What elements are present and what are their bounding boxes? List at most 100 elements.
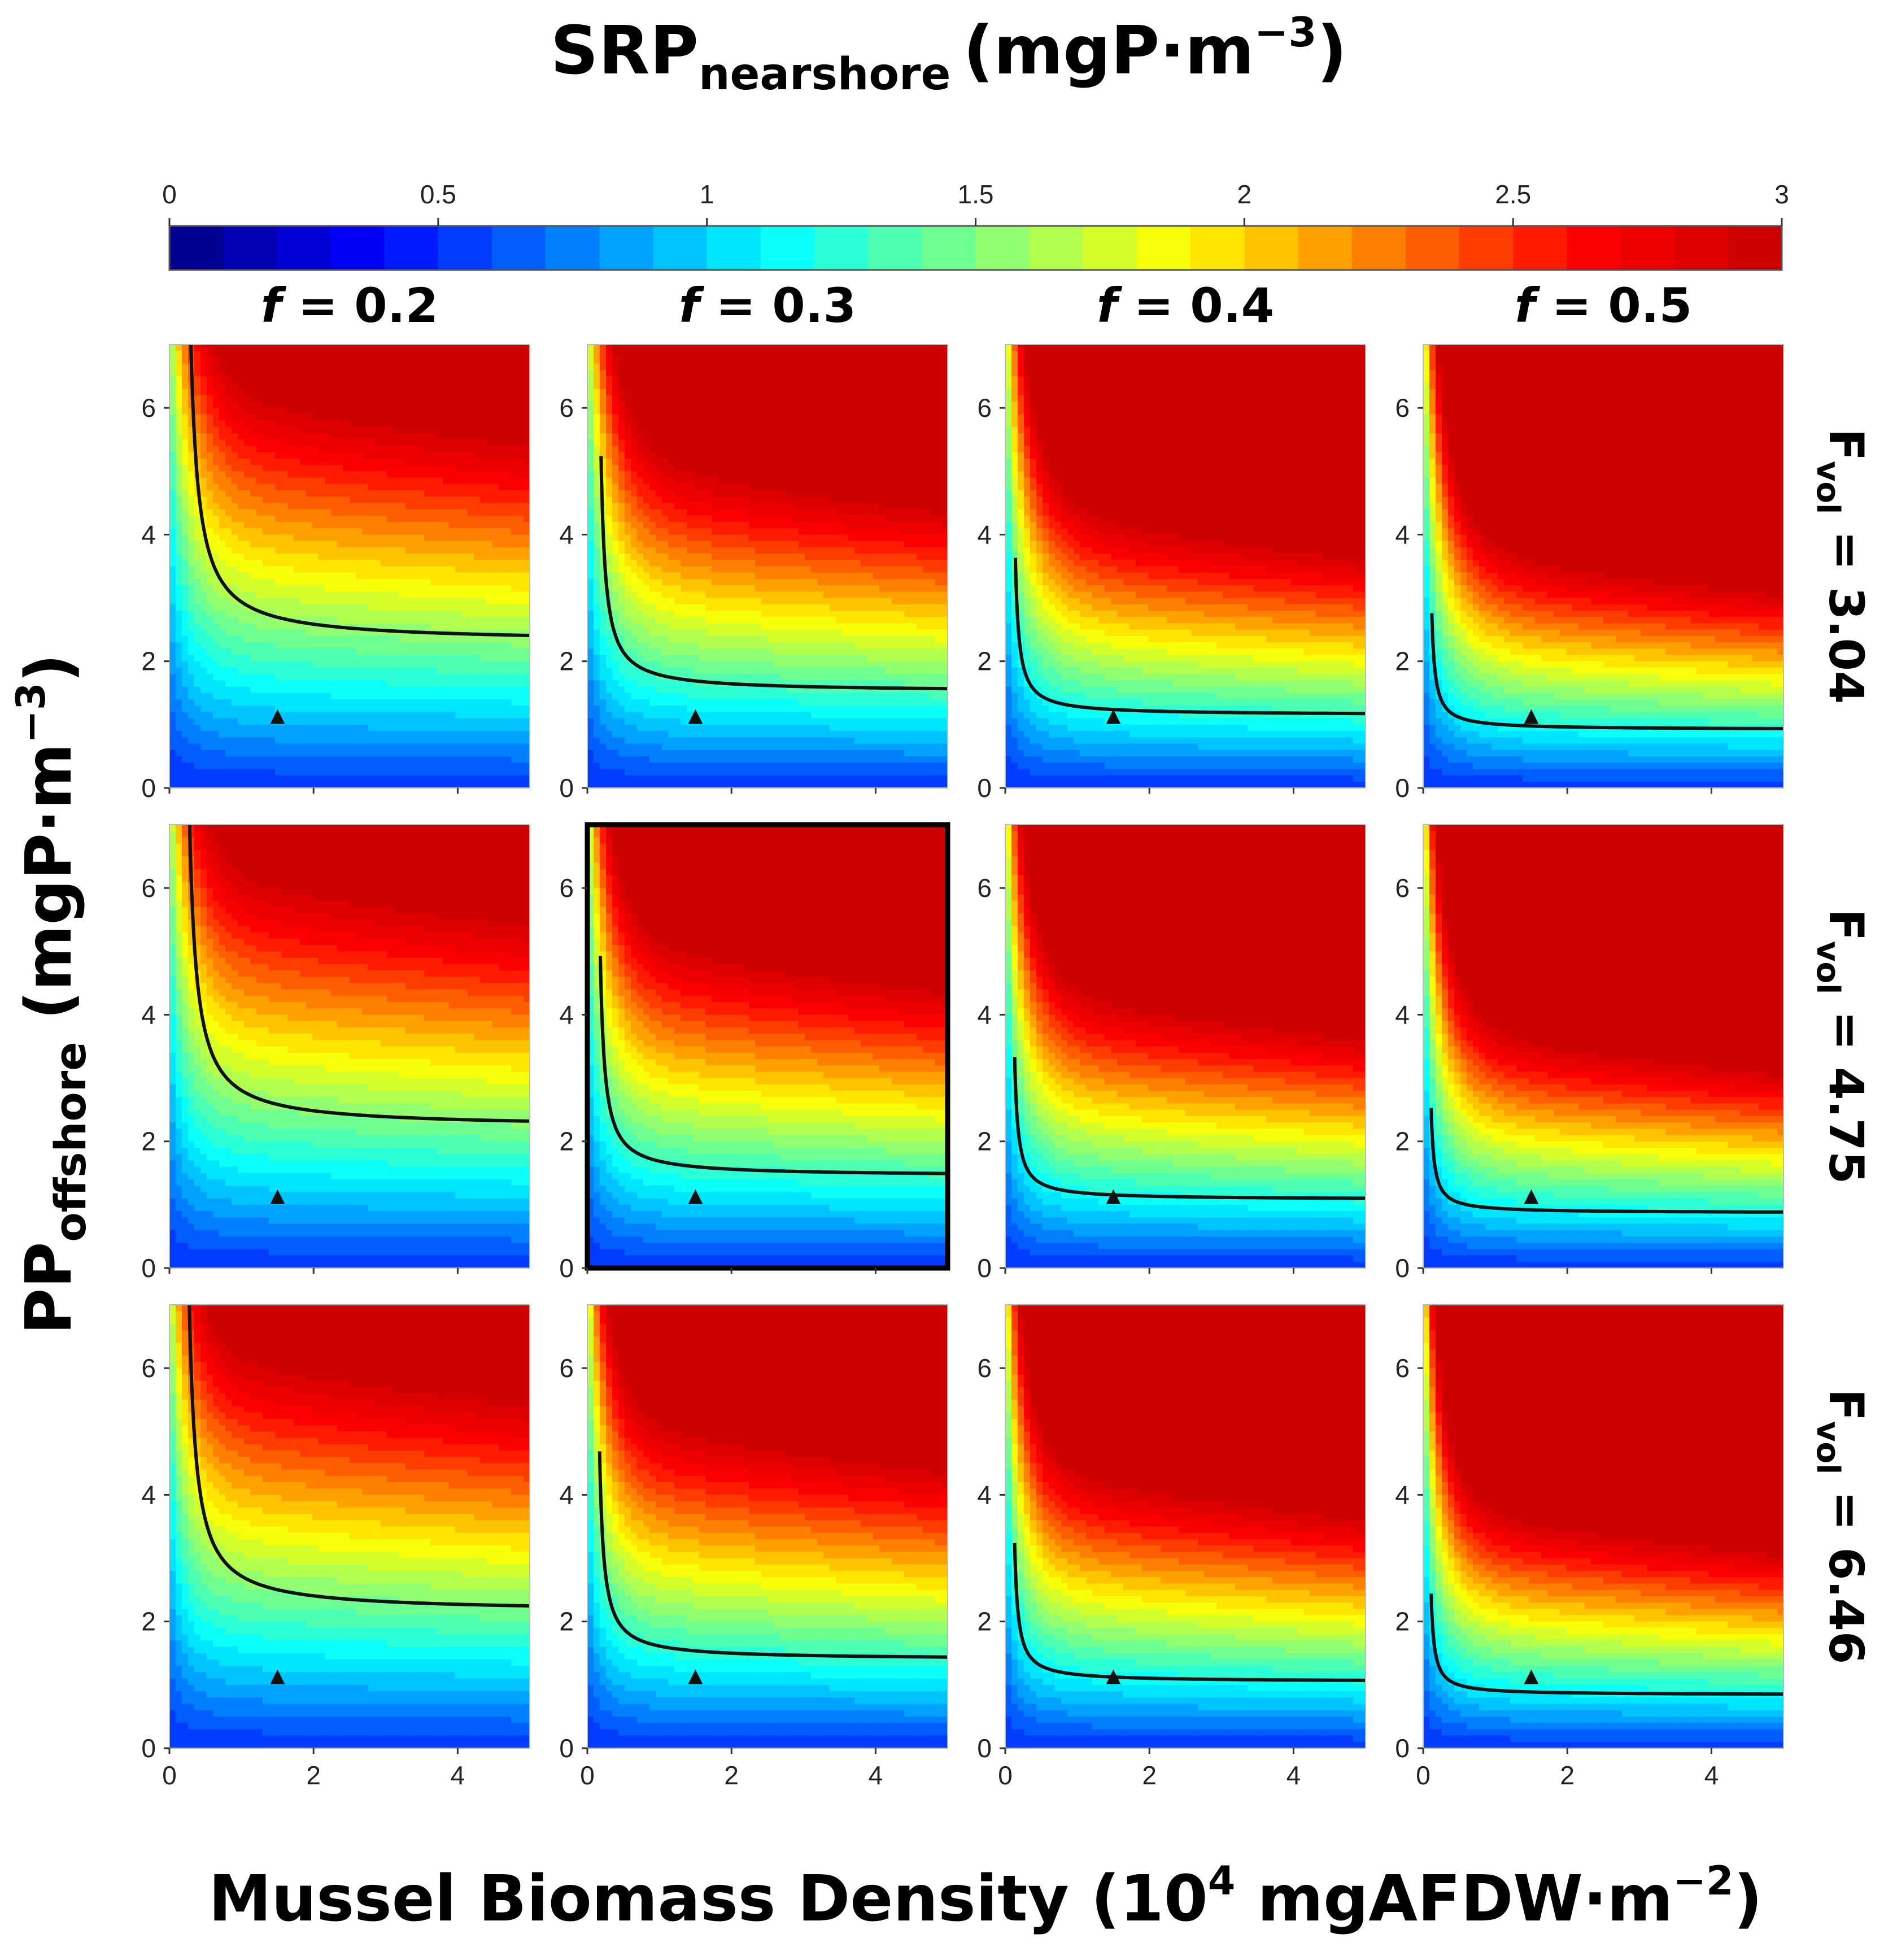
heatmap-cell <box>250 477 257 485</box>
heatmap-cell <box>674 414 681 421</box>
heatmap-cell <box>263 471 269 478</box>
heatmap-cell <box>474 515 481 522</box>
heatmap-cell <box>681 426 687 434</box>
heatmap-cell <box>350 635 356 643</box>
heatmap-cell <box>749 376 756 384</box>
heatmap-cell <box>468 484 474 491</box>
heatmap-cell <box>256 775 263 782</box>
heatmap-cell <box>437 503 443 510</box>
heatmap-cell <box>256 699 263 707</box>
heatmap-cell <box>368 433 375 441</box>
heatmap-cell <box>643 420 650 428</box>
heatmap-cell <box>511 351 518 358</box>
heatmap-cell <box>474 560 481 567</box>
heatmap-cell <box>637 351 644 358</box>
heatmap-cell <box>368 635 375 643</box>
heatmap-cell <box>263 686 269 694</box>
heatmap-cell <box>430 534 437 542</box>
heatmap-cell <box>250 578 257 586</box>
heatmap-cell <box>182 433 189 441</box>
heatmap-cell <box>786 420 793 428</box>
heatmap-cell <box>892 357 899 364</box>
heatmap-cell <box>263 496 269 504</box>
heatmap-cell <box>499 585 505 593</box>
heatmap-cell <box>275 351 282 358</box>
heatmap-cell <box>350 465 356 472</box>
heatmap-cell <box>194 611 201 618</box>
heatmap-cell <box>337 686 344 694</box>
heatmap-cell <box>200 598 207 605</box>
heatmap-cell <box>219 718 226 725</box>
heatmap-cell <box>712 363 718 371</box>
heatmap-cell <box>474 401 481 408</box>
heatmap-cell <box>381 572 387 580</box>
heatmap-cell <box>480 471 487 478</box>
heatmap-cell <box>287 471 294 478</box>
heatmap-cell <box>511 604 518 611</box>
heatmap-cell <box>474 585 481 593</box>
heatmap-cell <box>256 363 263 371</box>
heatmap-cell <box>176 692 182 700</box>
heatmap-cell <box>232 763 238 770</box>
heatmap-cell <box>511 572 518 580</box>
heatmap-cell <box>474 351 481 358</box>
heatmap-cell <box>368 496 375 504</box>
heatmap-cell <box>774 376 780 384</box>
heatmap-cell <box>499 528 505 535</box>
heatmap-cell <box>368 560 375 567</box>
heatmap-cell <box>455 414 462 421</box>
heatmap-cell <box>225 369 232 377</box>
heatmap-cell <box>424 775 431 782</box>
heatmap-cell <box>300 731 307 738</box>
heatmap-cell <box>232 617 238 624</box>
heatmap-cell <box>387 781 394 788</box>
heatmap-cell <box>232 680 238 687</box>
heatmap-cell <box>681 345 687 352</box>
heatmap-cell <box>412 756 418 763</box>
heatmap-cell <box>811 357 818 364</box>
heatmap-cell <box>418 547 425 554</box>
heatmap-cell <box>281 699 288 707</box>
heatmap-cell <box>337 750 344 757</box>
heatmap-cell <box>374 408 381 415</box>
heatmap-cell <box>207 477 213 485</box>
heatmap-cell <box>169 414 176 421</box>
heatmap-cell <box>492 585 499 593</box>
heatmap-cell <box>213 408 220 415</box>
heatmap-cell <box>786 414 793 421</box>
heatmap-cell <box>424 465 431 472</box>
heatmap-cell <box>393 395 400 402</box>
heatmap-cell <box>455 439 462 447</box>
heatmap-cell <box>412 585 418 593</box>
heatmap-cell <box>200 611 207 618</box>
heatmap-cell <box>287 345 294 352</box>
heatmap-cell <box>256 357 263 364</box>
heatmap-cell <box>238 737 245 744</box>
heatmap-cell <box>287 572 294 580</box>
heatmap-cell <box>244 458 251 465</box>
heatmap-cell <box>505 426 512 434</box>
heatmap-cell <box>517 382 524 390</box>
heatmap-cell <box>879 408 886 415</box>
heatmap-cell <box>232 490 238 497</box>
heatmap-cell <box>805 351 812 358</box>
heatmap-cell <box>169 522 176 529</box>
heatmap-cell <box>194 496 201 504</box>
heatmap-cell <box>244 604 251 611</box>
heatmap-cell <box>182 363 189 371</box>
heatmap-cell <box>393 604 400 611</box>
heatmap-cell <box>730 426 737 434</box>
heatmap-cell <box>207 680 213 687</box>
heatmap-cell <box>929 369 936 377</box>
heatmap-cell <box>219 572 226 580</box>
heatmap-cell <box>904 369 911 377</box>
heatmap-cell <box>898 433 905 441</box>
heatmap-cell <box>176 547 182 554</box>
heatmap-cell <box>486 648 493 656</box>
heatmap-cell <box>606 376 613 384</box>
heatmap-cell <box>325 756 332 763</box>
heatmap-cell <box>405 395 412 402</box>
heatmap-cell <box>656 351 662 358</box>
heatmap-cell <box>443 389 450 396</box>
heatmap-cell <box>836 382 843 390</box>
